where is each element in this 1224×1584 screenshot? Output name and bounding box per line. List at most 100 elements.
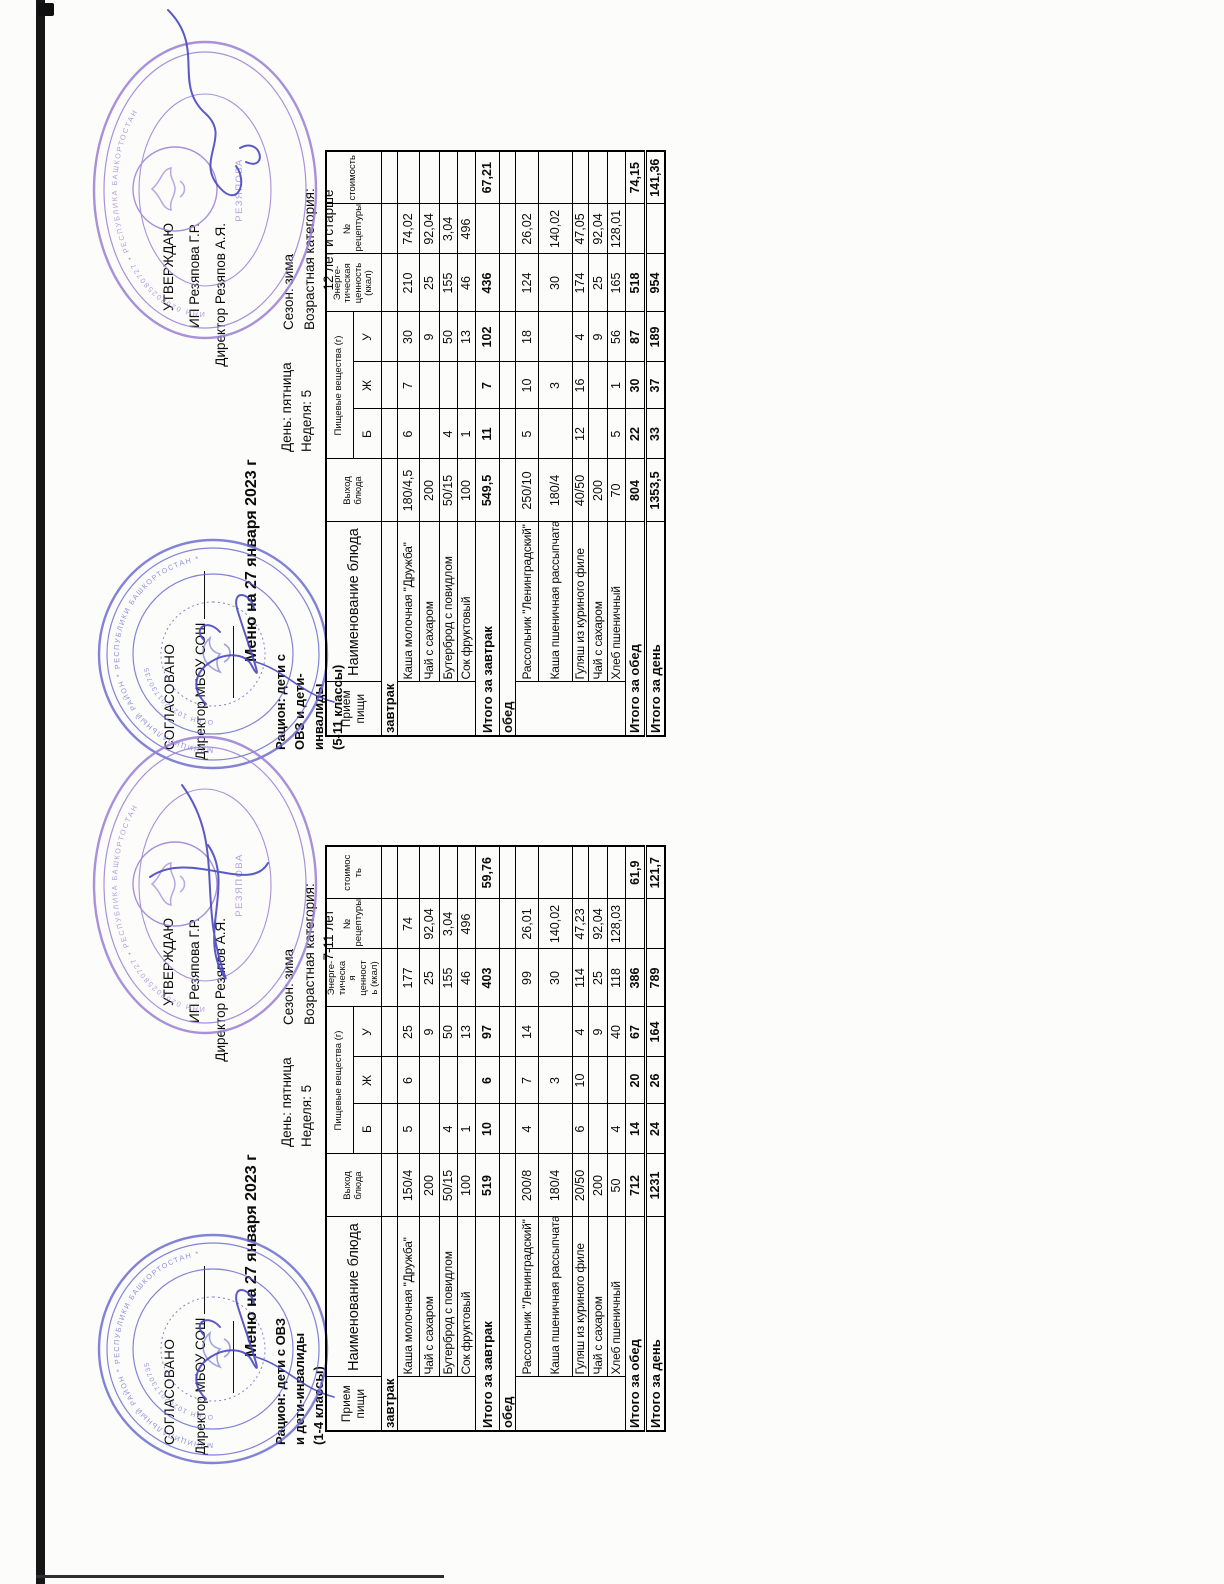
empty-cell [381, 409, 397, 459]
cost-cell [397, 846, 419, 899]
dish-row: Сок фруктовый 100 1 13 46 496 [457, 846, 475, 1431]
b-cell: 10 [475, 1104, 499, 1154]
dish-row: Чай с сахаром 200 9 25 92,04 [588, 846, 607, 1431]
zh-cell [588, 1057, 607, 1104]
empty-cell [381, 1104, 397, 1154]
col-header-energy: Энерге- тическая ценность (ккал) [326, 254, 381, 312]
kcal-cell: 25 [419, 254, 439, 312]
section-label: завтрак [381, 1217, 397, 1431]
u-cell: 25 [397, 1007, 419, 1057]
col-header-energy: Энерге- тическа я ценност ь (ккал) [326, 949, 381, 1007]
b-cell [588, 409, 607, 459]
total-label: Итого за день [645, 1217, 665, 1431]
rec-cell: 26,02 [515, 204, 538, 254]
col-header-out: Выход блюда [326, 1154, 381, 1217]
dish-row: Рассольник "Ленинградский" 250/10 5 10 1… [515, 151, 625, 736]
school-stamp-emblem [202, 1330, 231, 1369]
rec-cell: 128,01 [607, 204, 625, 254]
dish-cell: Каша пшеничная рассыпчатая [538, 522, 572, 682]
b-cell: 33 [645, 409, 665, 459]
dish-row: Каша пшеничная рассыпчатая 180/4 3 30 14… [538, 151, 572, 736]
zh-cell [588, 362, 607, 409]
dish-cell: Рассольник "Ленинградский" [515, 1217, 538, 1377]
section-row-lunch: обед [499, 846, 515, 1431]
rec-cell: 47,23 [572, 899, 588, 949]
out-cell: 50/15 [439, 1154, 457, 1217]
kcal-cell: 386 [625, 949, 645, 1007]
header-row: Прием пищи Наименование блюда Выход блюд… [326, 151, 381, 736]
u-cell: 4 [572, 312, 588, 362]
cost-cell [538, 846, 572, 899]
dish-row: Хлеб пшеничный 50 4 40 118 128,03 [607, 846, 625, 1431]
zh-cell: 7 [397, 362, 419, 409]
u-cell: 18 [515, 312, 538, 362]
rec-cell: 128,03 [607, 899, 625, 949]
dish-cell: Гуляш из куриного филе [572, 1217, 588, 1377]
dish-cell: Каша пшеничная рассыпчатая [538, 1217, 572, 1377]
ip-stamp-owner-name: РЕЗЯПОВА [234, 853, 245, 917]
kcal-cell: 789 [645, 949, 665, 1007]
meal-span-cell [397, 1377, 475, 1431]
empty-cell [499, 949, 515, 1007]
rec-cell: 74 [397, 899, 419, 949]
rec-cell [625, 204, 645, 254]
u-cell [538, 1007, 572, 1057]
empty-cell [381, 846, 397, 899]
out-cell: 712 [625, 1154, 645, 1217]
empty-cell [499, 362, 515, 409]
dish-cell: Рассольник "Ленинградский" [515, 522, 538, 682]
dish-cell: Чай с сахаром [419, 522, 439, 682]
kcal-cell: 114 [572, 949, 588, 1007]
b-cell: 4 [439, 409, 457, 459]
b-cell [588, 1104, 607, 1154]
dish-row: Каша молочная "Дружба" 180/4,5 6 7 30 21… [397, 151, 475, 736]
dish-cell: Сок фруктовый [457, 522, 475, 682]
zh-cell [439, 1057, 457, 1104]
dish-row: Рассольник "Ленинградский" 200/8 4 7 14 … [515, 846, 625, 1431]
u-cell: 50 [439, 312, 457, 362]
kcal-cell: 954 [645, 254, 665, 312]
dish-row: Чай с сахаром 200 9 25 92,04 [419, 151, 439, 736]
kcal-cell: 155 [439, 949, 457, 1007]
dish-cell: Чай с сахаром [419, 1217, 439, 1377]
b-cell: 12 [572, 409, 588, 459]
empty-cell [499, 459, 515, 522]
rec-cell: 3,04 [439, 899, 457, 949]
cost-cell [419, 846, 439, 899]
empty-cell [499, 151, 515, 204]
school-round-stamp: МУНИЦИПАЛЬНЫЙ РАЙОН * РЕСПУБЛИКИ БАШКОРТ… [97, 1233, 329, 1465]
b-cell: 5 [397, 1104, 419, 1154]
cost-cell [419, 151, 439, 204]
u-cell: 14 [515, 1007, 538, 1057]
dish-cell: Бутерброд с повидлом [439, 522, 457, 682]
zh-cell: 37 [645, 362, 665, 409]
scan-edge-corner [38, 3, 54, 16]
u-cell: 13 [457, 1007, 475, 1057]
out-cell: 519 [475, 1154, 499, 1217]
out-cell: 180/4,5 [397, 459, 419, 522]
b-cell: 11 [475, 409, 499, 459]
empty-cell [499, 204, 515, 254]
u-cell: 56 [607, 312, 625, 362]
total-breakfast-row: Итого за завтрак 519 10 6 97 403 59,76 [475, 846, 499, 1431]
b-cell [419, 1104, 439, 1154]
out-cell: 50/15 [439, 459, 457, 522]
col-header-dish: Наименование блюда [326, 522, 381, 682]
u-cell: 189 [645, 312, 665, 362]
kcal-cell: 46 [457, 949, 475, 1007]
school-stamp-emblem [202, 635, 231, 674]
kcal-cell: 165 [607, 254, 625, 312]
meal-span-cell [515, 1377, 625, 1431]
school-round-stamp: МУНИЦИПАЛЬНЫЙ РАЙОН * РЕСПУБЛИКИ БАШКОРТ… [97, 538, 329, 770]
empty-cell [499, 899, 515, 949]
cost-cell [439, 846, 457, 899]
dish-row: Хлеб пшеничный 70 5 1 56 165 128,01 [607, 151, 625, 736]
rec-cell [645, 899, 665, 949]
kcal-cell: 403 [475, 949, 499, 1007]
rec-cell [645, 204, 665, 254]
kcal-cell: 518 [625, 254, 645, 312]
dish-cell: Бутерброд с повидлом [439, 1217, 457, 1377]
ip-stamp-emblem [150, 167, 186, 211]
section-row-breakfast: завтрак [381, 846, 397, 1431]
b-cell: 6 [397, 409, 419, 459]
